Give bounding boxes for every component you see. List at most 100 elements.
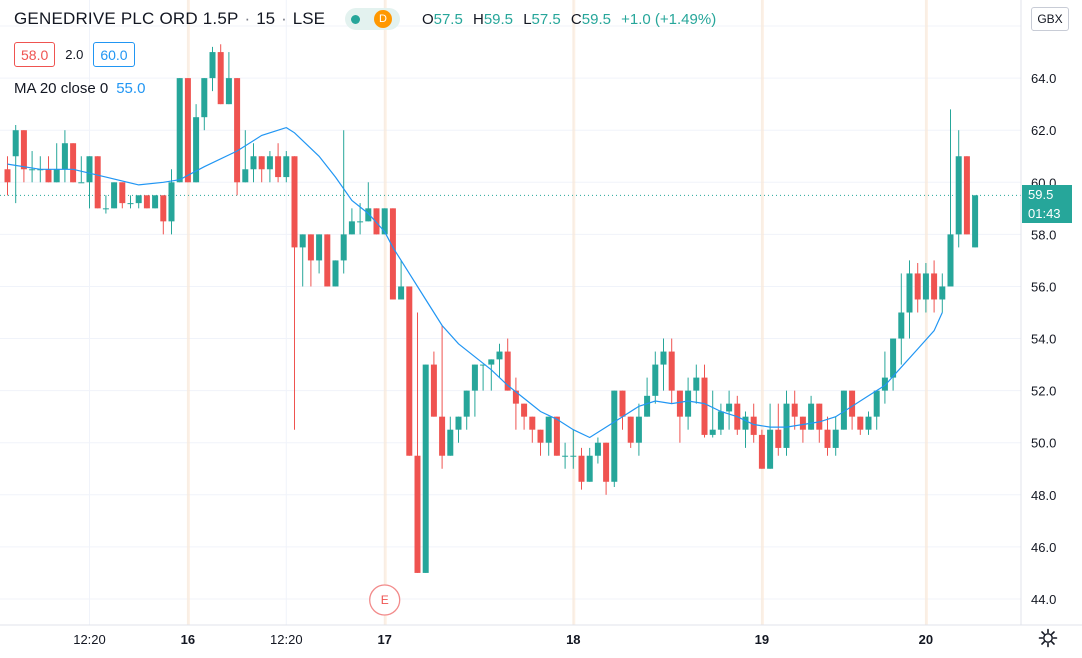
market-status-pill[interactable]: D	[344, 8, 400, 30]
candle-body	[463, 390, 470, 417]
indicator-label[interactable]: MA 20 close 0	[14, 80, 109, 97]
candle-body	[504, 351, 511, 391]
candle-body	[562, 455, 569, 457]
candle-body	[242, 169, 249, 183]
candle-body	[439, 416, 446, 456]
price-tick-label: 56.0	[1031, 279, 1056, 294]
candle-body	[152, 195, 159, 209]
candle-body	[127, 203, 134, 205]
candle-body	[168, 182, 175, 222]
candle-body	[660, 351, 667, 365]
close-value: 59.5	[581, 10, 611, 28]
price-axis[interactable]: 66.064.062.060.058.056.054.052.050.048.0…	[1031, 19, 1056, 607]
candle-body	[143, 195, 150, 209]
time-axis[interactable]: 12:20 16 12:20 17 18 19 20	[73, 632, 933, 647]
candle-body	[955, 156, 962, 235]
candle-body	[357, 221, 364, 223]
interval[interactable]: 15	[256, 9, 276, 28]
price-tick-label: 52.0	[1031, 384, 1056, 399]
candle-body	[808, 403, 815, 430]
candle-body	[701, 377, 708, 435]
candle-body	[676, 390, 683, 417]
high-label: H	[472, 10, 484, 28]
earnings-marker[interactable]: E	[369, 584, 401, 616]
candle-body	[726, 403, 733, 412]
symbol-name[interactable]: GENEDRIVE PLC ORD 1.5P	[14, 9, 239, 28]
quote-row: 58.0 2.0 60.0	[14, 42, 135, 67]
candle-body	[209, 52, 216, 79]
candle-body	[529, 416, 536, 430]
candle-body	[102, 208, 109, 210]
last-price-label: 59.5	[1022, 185, 1072, 205]
grid-lines	[0, 0, 1021, 625]
candle-body	[471, 364, 478, 391]
earnings-marker-label: E	[381, 593, 389, 607]
candle-body	[258, 156, 265, 170]
candle-body	[324, 234, 331, 287]
ma-20-line	[7, 126, 943, 439]
price-tick-label: 50.0	[1031, 436, 1056, 451]
candle-body	[783, 403, 790, 448]
candle-body	[611, 390, 618, 482]
separator-dot: ·	[244, 9, 251, 28]
candle-body	[291, 156, 298, 248]
candle-body	[775, 429, 782, 448]
indicator-value: 55.0	[116, 80, 146, 97]
candle-body	[389, 208, 396, 300]
candle-body	[947, 234, 954, 287]
candle-body	[365, 208, 372, 222]
candle-body	[873, 390, 880, 417]
candles	[4, 44, 979, 573]
candle-body	[61, 143, 68, 170]
candle-body	[709, 429, 716, 435]
candle-body	[45, 169, 52, 183]
candle-body	[881, 377, 888, 391]
close-label: C	[570, 10, 582, 28]
bid-price[interactable]: 58.0	[14, 42, 56, 67]
indicator-legend[interactable]: MA 20 close 0 55.0	[14, 80, 145, 97]
time-tick-label: 16	[181, 632, 195, 647]
candle-body	[217, 52, 224, 105]
price-tick-label: 64.0	[1031, 71, 1056, 86]
candle-body	[184, 78, 191, 183]
time-tick-label: 20	[919, 632, 933, 647]
candle-body	[78, 182, 85, 184]
candle-body	[849, 390, 856, 417]
time-tick-label: 19	[755, 632, 769, 647]
candle-body	[816, 403, 823, 430]
time-tick-label: 12:20	[73, 632, 106, 647]
ask-price[interactable]: 60.0	[93, 42, 135, 67]
candle-body	[275, 156, 282, 178]
live-dot-icon	[350, 14, 360, 24]
candle-body	[398, 286, 405, 300]
bar-countdown-label: 01:43	[1022, 204, 1072, 224]
candle-body	[381, 208, 388, 235]
candle-body	[668, 351, 675, 391]
candle-body	[603, 442, 610, 482]
symbol-legend[interactable]: GENEDRIVE PLC ORD 1.5P · 15 · LSE D O57.…	[14, 8, 716, 30]
gear-icon[interactable]	[1036, 626, 1060, 650]
change-value: +1.0 (+1.49%)	[621, 10, 717, 28]
candle-body	[521, 403, 528, 417]
candle-body	[86, 156, 93, 183]
separator-dot: ·	[281, 9, 287, 28]
time-tick-label: 18	[566, 632, 580, 647]
candle-body	[717, 411, 724, 430]
candle-body	[635, 416, 642, 443]
candle-body	[914, 273, 921, 300]
spread-value: 2.0	[65, 47, 84, 62]
candle-body	[193, 117, 200, 183]
delay-badge: D	[373, 10, 392, 28]
candle-body	[685, 390, 692, 417]
session-break	[572, 0, 576, 625]
open-label: O	[421, 10, 434, 28]
candle-body	[553, 416, 560, 456]
currency-button[interactable]: GBX	[1031, 7, 1069, 31]
candle-body	[422, 364, 429, 573]
candle-body	[266, 156, 273, 170]
session-break	[186, 0, 190, 625]
candle-body	[767, 429, 774, 469]
candle-body	[119, 182, 126, 204]
candle-body	[791, 403, 798, 417]
